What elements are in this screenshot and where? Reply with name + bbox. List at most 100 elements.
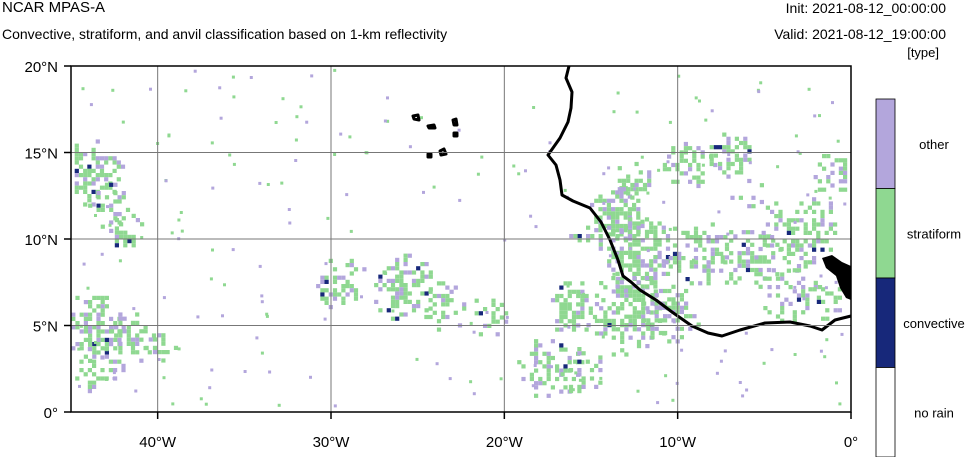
precip-cell: [100, 203, 105, 208]
precip-cell: [796, 264, 802, 269]
precip-cell: [739, 170, 744, 175]
precip-cell: [140, 236, 144, 239]
precip-cell: [619, 190, 624, 195]
precip-cell: [837, 295, 842, 300]
precip-cell: [812, 209, 817, 214]
precip-cell: [662, 200, 666, 204]
precip-cell: [653, 234, 658, 239]
precip-cell: [833, 295, 838, 300]
precip-cell: [640, 238, 645, 243]
precip-cell: [679, 309, 684, 315]
precip-cell: [231, 75, 235, 79]
precip-cell: [615, 306, 621, 311]
precip-cell: [819, 349, 823, 353]
precip-cell: [636, 211, 641, 216]
precip-cell: [663, 301, 668, 306]
precip-cell: [332, 292, 338, 297]
precip-cell: [598, 234, 603, 239]
precip-cell: [196, 315, 200, 319]
precip-cell: [665, 234, 671, 239]
precip-cell: [677, 264, 682, 269]
legend-swatch: [875, 367, 896, 457]
precip-cell: [395, 257, 400, 262]
precip-cell: [636, 221, 641, 226]
precip-cell: [113, 368, 118, 373]
precip-cell: [717, 210, 721, 214]
precip-cell: [770, 348, 774, 352]
precip-cell: [411, 308, 417, 313]
precip-cell: [87, 198, 92, 203]
precip-cell: [698, 235, 703, 240]
precip-cell: [672, 256, 678, 261]
precip-cell: [374, 299, 379, 304]
precip-cell: [817, 187, 822, 192]
precip-cell: [634, 191, 639, 196]
precip-cell: [92, 342, 97, 347]
precip-cell: [626, 174, 631, 179]
precip-cell: [763, 306, 768, 311]
precip-cell: [585, 359, 590, 364]
precip-cell: [807, 230, 812, 235]
precip-cell: [474, 311, 479, 316]
precip-cell: [677, 268, 682, 273]
precip-cell: [620, 331, 625, 336]
precip-cell: [123, 239, 128, 244]
precip-cell: [529, 351, 534, 356]
precip-cell: [733, 234, 738, 239]
precip-cell: [657, 221, 662, 226]
precip-cell: [453, 310, 458, 315]
precip-cell: [623, 215, 628, 220]
precip-cell: [104, 347, 109, 352]
precip-cell: [504, 311, 509, 316]
precip-cell: [550, 355, 555, 361]
precip-cell: [573, 359, 578, 364]
precip-cell: [632, 289, 637, 294]
precip-cell: [693, 239, 699, 244]
precip-cell: [812, 287, 817, 292]
precip-cell: [644, 234, 650, 239]
precip-cell: [598, 238, 603, 243]
precip-cell: [116, 164, 121, 169]
precip-cell: [598, 207, 603, 212]
precip-cell: [733, 267, 738, 273]
precip-cell: [345, 263, 350, 268]
precip-cell: [157, 350, 162, 355]
precip-cell: [606, 207, 611, 212]
precip-cell: [814, 189, 818, 193]
precip-cell: [706, 268, 711, 273]
precip-cell: [667, 167, 672, 172]
precip-cell: [96, 333, 101, 338]
precip-cell: [83, 152, 88, 157]
precip-cell: [485, 311, 489, 314]
precip-cell: [83, 189, 88, 194]
precip-cell: [571, 388, 575, 392]
precip-cell: [771, 238, 776, 243]
precip-cell: [828, 196, 832, 200]
precip-cell: [838, 158, 843, 163]
precip-cell: [109, 342, 114, 347]
precip-cell: [83, 372, 88, 377]
precip-cell: [653, 255, 658, 260]
precip-cell: [345, 193, 349, 197]
precip-cell: [99, 185, 105, 190]
precip-cell: [843, 158, 848, 163]
precip-cell: [620, 318, 625, 323]
precip-cell: [816, 239, 821, 244]
precip-cell: [634, 161, 639, 167]
precip-cell: [649, 221, 654, 226]
precip-cell: [778, 247, 783, 252]
precip-cell: [665, 246, 671, 251]
precip-cell: [649, 267, 654, 272]
precip-cell: [775, 272, 780, 277]
precip-cell: [349, 258, 354, 263]
precip-cell: [741, 242, 746, 247]
precip-cell: [685, 243, 690, 248]
precip-cell: [345, 292, 350, 297]
precip-cell: [611, 267, 616, 272]
precip-cell: [538, 343, 543, 348]
precip-cell: [390, 295, 396, 300]
precip-cell: [88, 325, 93, 330]
precip-cell: [584, 327, 589, 332]
precip-cell: [83, 321, 88, 326]
precip-cell: [820, 247, 825, 252]
